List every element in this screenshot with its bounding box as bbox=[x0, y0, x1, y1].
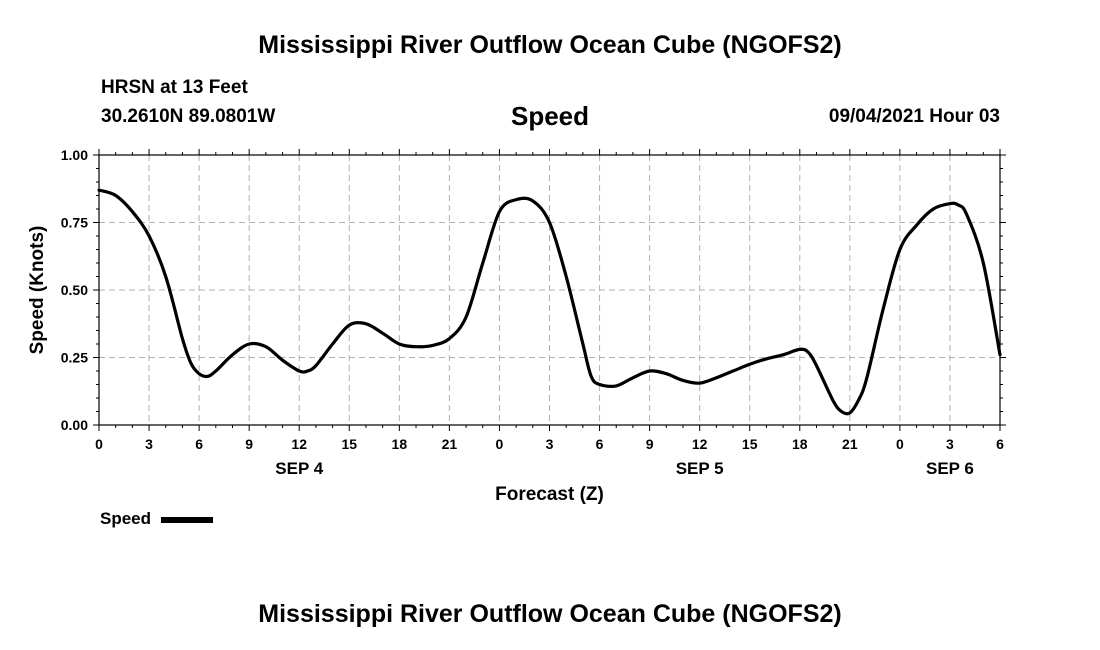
y-axis-label: Speed (Knots) bbox=[27, 226, 48, 355]
x-tick-label: 6 bbox=[195, 436, 203, 452]
x-tick-label: 0 bbox=[496, 436, 504, 452]
day-label: SEP 5 bbox=[676, 459, 724, 478]
x-tick-label: 15 bbox=[341, 436, 357, 452]
chart-title: Speed bbox=[510, 101, 590, 131]
x-tick-label: 21 bbox=[842, 436, 858, 452]
x-tick-label: 6 bbox=[596, 436, 604, 452]
legend-line-swatch bbox=[161, 517, 213, 523]
x-tick-label: 3 bbox=[145, 436, 153, 452]
x-tick-label: 0 bbox=[95, 436, 103, 452]
x-tick-label: 6 bbox=[996, 436, 1004, 452]
axes bbox=[93, 149, 1006, 431]
day-label: SEP 6 bbox=[926, 459, 974, 478]
y-tick-label: 0.75 bbox=[61, 215, 88, 231]
x-tick-label: 3 bbox=[546, 436, 554, 452]
x-tick-label: 9 bbox=[245, 436, 253, 452]
legend-label: Speed bbox=[100, 509, 152, 528]
x-tick-label: 15 bbox=[742, 436, 758, 452]
y-tick-label: 0.25 bbox=[61, 350, 88, 366]
speed-series-line bbox=[97, 188, 1002, 416]
x-tick-label: 21 bbox=[442, 436, 458, 452]
page-title-bottom: Mississippi River Outflow Ocean Cube (NG… bbox=[258, 600, 842, 628]
y-tick-label: 0.00 bbox=[61, 417, 88, 433]
day-label: SEP 4 bbox=[275, 459, 323, 478]
datetime-label: 09/04/2021 Hour 03 bbox=[828, 106, 1000, 127]
y-tick-label: 0.50 bbox=[61, 282, 88, 298]
x-tick-label: 0 bbox=[896, 436, 904, 452]
x-tick-label: 12 bbox=[291, 436, 307, 452]
x-tick-label: 18 bbox=[792, 436, 808, 452]
x-tick-label: 18 bbox=[392, 436, 408, 452]
axis-labels: 0 3 6 9 12 15 18 21 0 3 6 9 12 15 18 21 0 3 6 0.00 0.25 0.50 0… bbox=[27, 147, 1004, 505]
x-tick-label: 9 bbox=[646, 436, 654, 452]
page-title-top: Mississippi River Outflow Ocean Cube (NG… bbox=[258, 31, 842, 59]
series-layer bbox=[97, 188, 1002, 416]
x-axis-label: Forecast (Z) bbox=[495, 484, 604, 505]
x-tick-label: 12 bbox=[692, 436, 708, 452]
y-tick-label: 1.00 bbox=[61, 147, 88, 163]
coordinates-label: 30.2610N 89.0801W bbox=[101, 106, 276, 127]
x-tick-label: 3 bbox=[946, 436, 954, 452]
station-label: HRSN at 13 Feet bbox=[101, 77, 248, 98]
